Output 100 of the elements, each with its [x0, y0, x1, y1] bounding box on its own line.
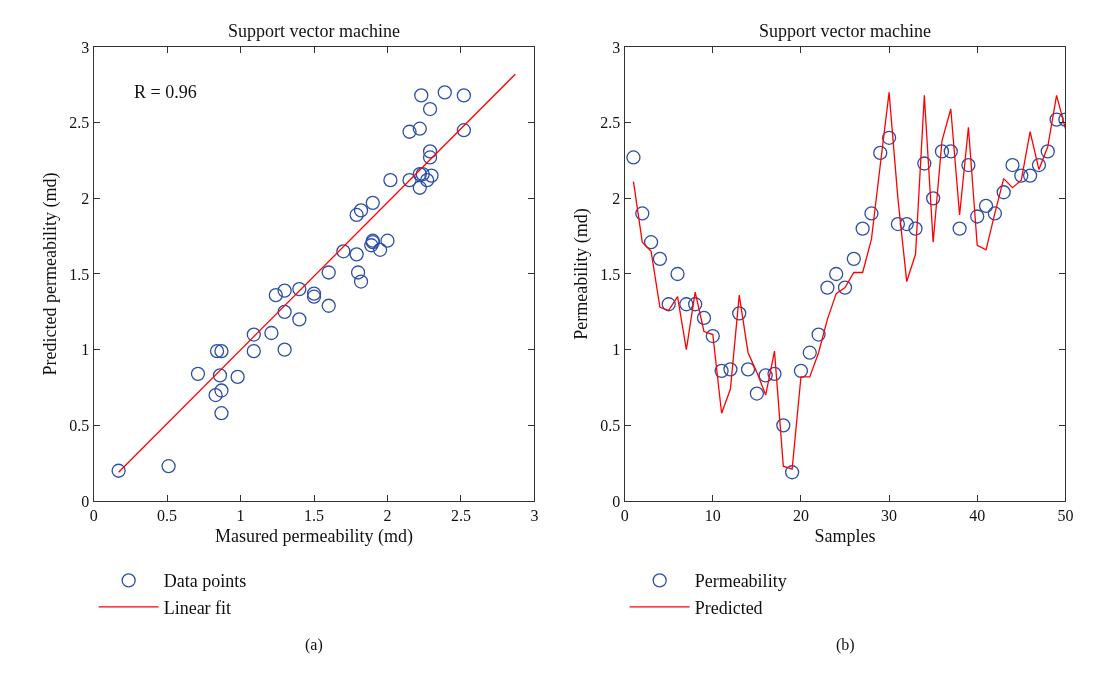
point: [277, 342, 292, 357]
point: [696, 310, 712, 326]
point: [422, 144, 438, 159]
point: [820, 280, 835, 295]
point: [793, 363, 809, 378]
point: [353, 274, 369, 289]
y-tick-label: 3: [81, 38, 90, 56]
point: [412, 180, 427, 195]
y-tick-label: 2: [81, 189, 90, 207]
point: [723, 362, 738, 377]
point: [214, 406, 229, 421]
point: [1005, 157, 1020, 173]
text: (b): [836, 636, 855, 654]
point: [776, 418, 791, 433]
x-tick-label: 30: [881, 507, 898, 525]
text: (a): [305, 636, 323, 654]
point: [190, 366, 206, 382]
point: [412, 121, 427, 136]
point: [422, 150, 438, 165]
point: [740, 362, 756, 377]
point: [456, 88, 472, 103]
point: [1049, 112, 1064, 127]
point: [767, 366, 782, 382]
chart-title: Support vector machine: [759, 21, 931, 41]
y-tick-label: 0.5: [600, 416, 621, 434]
point: [161, 459, 176, 474]
x-tick-label: 0.5: [157, 507, 178, 525]
point: [246, 344, 261, 359]
y-tick-label: 0.5: [69, 416, 90, 434]
point: [214, 383, 229, 398]
point: [670, 266, 685, 282]
point: [732, 306, 747, 321]
point: [829, 266, 844, 282]
y-tick-label: 3: [612, 38, 621, 56]
point: [365, 195, 380, 210]
point: [917, 156, 932, 171]
point: [277, 283, 292, 298]
x-tick-label: 1.5: [304, 507, 325, 525]
point: [688, 297, 703, 312]
point: [952, 221, 967, 236]
point: [212, 368, 228, 383]
legend-label: Linear fit: [163, 597, 232, 618]
point: [268, 288, 283, 303]
point: [353, 203, 369, 218]
point: [987, 206, 1003, 221]
point: [349, 207, 364, 223]
y-tick-label: 2.5: [69, 114, 90, 132]
point: [714, 363, 729, 378]
point: [873, 145, 888, 161]
point: [422, 101, 438, 117]
point: [380, 233, 395, 248]
y-axis-title: Permeability (md): [570, 208, 592, 340]
point: [961, 157, 976, 173]
point: [943, 144, 958, 159]
point: [908, 221, 923, 236]
x-tick-label: 1: [236, 507, 245, 525]
point: [661, 297, 676, 312]
point: [758, 368, 773, 383]
point: [934, 144, 950, 159]
point: [277, 304, 292, 319]
point: [246, 327, 261, 342]
point: [1022, 168, 1038, 183]
point: [292, 312, 307, 327]
x-tick-label: 40: [969, 507, 986, 525]
point: [214, 344, 229, 359]
point: [784, 465, 800, 480]
y-tick-label: 0: [612, 492, 621, 510]
point: [864, 206, 879, 221]
legend-label: Permeability: [694, 571, 787, 592]
point: [978, 198, 994, 214]
point: [811, 327, 826, 342]
point: [424, 168, 439, 183]
point: [456, 123, 472, 138]
point: [890, 216, 906, 232]
point: [321, 298, 336, 313]
point: [1014, 168, 1029, 183]
point: [626, 150, 641, 165]
y-tick-label: 1: [81, 341, 90, 359]
point: [402, 124, 417, 139]
x-tick-label: 10: [704, 507, 721, 525]
point: [635, 206, 650, 221]
x-tick-label: 2: [383, 507, 392, 525]
point: [350, 265, 366, 280]
y-tick-label: 0: [81, 492, 90, 510]
point: [643, 235, 659, 250]
point: [420, 173, 435, 188]
y-axis-title: Predicted permeability (md): [39, 172, 61, 376]
x-axis-title: Samples: [814, 526, 876, 547]
legend-label: Data points: [163, 571, 247, 592]
point: [321, 265, 336, 280]
point: [372, 242, 388, 257]
point: [349, 247, 364, 262]
y-tick-label: 1: [612, 341, 621, 359]
point: [336, 244, 351, 259]
point: [970, 209, 985, 224]
point: [705, 328, 720, 344]
y-tick-label: 1.5: [600, 265, 621, 283]
point: [414, 88, 429, 103]
point: [230, 369, 245, 385]
x-tick-label: 2.5: [450, 507, 471, 525]
